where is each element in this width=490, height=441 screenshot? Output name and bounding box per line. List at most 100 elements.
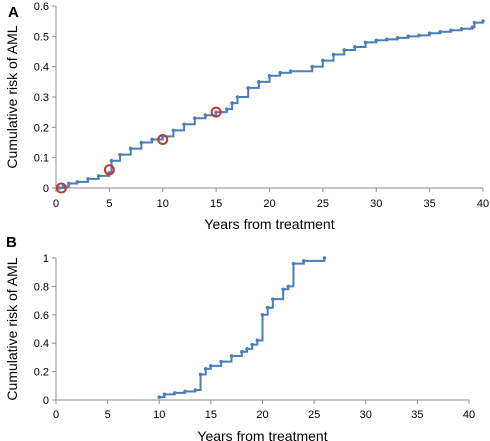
data-point — [255, 338, 260, 343]
data-point — [257, 80, 261, 84]
y-tick-label: 0.3 — [34, 92, 49, 104]
x-axis-title: Years from treatment — [204, 216, 334, 232]
data-point — [86, 177, 90, 181]
y-tick-label: 0.4 — [34, 62, 49, 74]
y-tick-label: 0.6 — [34, 310, 49, 322]
data-point — [209, 364, 213, 368]
y-tick-label: 0.8 — [34, 281, 49, 293]
x-tick-label: 30 — [370, 198, 382, 210]
data-point — [321, 58, 325, 63]
x-tick-label: 10 — [153, 409, 165, 421]
data-point — [322, 256, 327, 260]
data-point — [438, 29, 443, 34]
data-point — [245, 347, 249, 351]
data-point — [265, 305, 270, 310]
data-point — [250, 342, 254, 347]
x-tick-label: 40 — [463, 409, 475, 421]
data-point — [235, 95, 240, 99]
x-tick-label: 10 — [157, 198, 169, 210]
x-tick-label: 30 — [360, 409, 372, 421]
x-tick-label: 40 — [477, 198, 489, 210]
x-tick-label: 35 — [411, 409, 423, 421]
data-point — [472, 20, 477, 25]
data-point — [417, 33, 421, 38]
data-point — [150, 137, 154, 142]
data-point — [172, 391, 177, 395]
data-point — [193, 388, 198, 392]
data-point — [459, 26, 464, 31]
data-point — [289, 69, 293, 74]
data-point — [128, 146, 133, 151]
data-point — [281, 287, 285, 292]
highlight-marker — [210, 106, 222, 118]
data-point — [109, 158, 114, 163]
y-tick-label: 0.2 — [34, 367, 49, 379]
data-point — [182, 122, 186, 127]
data-point — [449, 28, 453, 33]
data-point — [260, 313, 265, 317]
x-tick-label: 35 — [424, 198, 436, 210]
y-tick-label: 0 — [43, 395, 49, 407]
data-point — [203, 366, 208, 371]
y-tick-label: 0.2 — [34, 122, 49, 134]
highlight-marker — [55, 182, 67, 194]
y-tick-label: 1 — [43, 253, 49, 265]
x-tick-label: 5 — [106, 198, 112, 210]
data-point — [481, 19, 485, 23]
data-point — [374, 38, 379, 43]
data-point — [406, 34, 411, 39]
data-point — [171, 128, 176, 133]
data-point — [310, 64, 315, 69]
data-point — [240, 349, 244, 354]
y-axis-title: Cumulative risk of AML — [4, 257, 20, 400]
data-point — [67, 181, 71, 186]
x-tick-label: 0 — [53, 198, 59, 210]
highlight-marker — [157, 133, 169, 145]
data-point — [302, 259, 306, 263]
data-point — [363, 40, 368, 45]
y-axis-title: Cumulative risk of AML — [4, 25, 20, 168]
data-point — [225, 107, 229, 111]
x-tick-label: 15 — [205, 409, 217, 421]
x-tick-label: 20 — [263, 198, 275, 210]
x-axis-title: Years from treatment — [197, 428, 327, 441]
data-point — [278, 70, 282, 75]
data-point — [230, 101, 234, 105]
data-point — [395, 36, 400, 40]
data-point — [75, 180, 80, 184]
data-point — [246, 86, 250, 90]
data-point — [229, 354, 234, 358]
series-step-line — [59, 21, 484, 189]
data-point — [139, 140, 144, 145]
y-tick-label: 0.4 — [34, 338, 49, 350]
y-tick-label: 0 — [43, 183, 49, 195]
data-point — [286, 284, 291, 289]
data-point — [385, 37, 389, 42]
x-tick-label: 25 — [308, 409, 320, 421]
y-tick-label: 0.1 — [34, 153, 49, 165]
highlight-marker — [103, 164, 115, 176]
x-tick-label: 20 — [256, 409, 268, 421]
x-tick-label: 0 — [53, 409, 59, 421]
data-point — [214, 110, 218, 114]
y-tick-label: 0.5 — [34, 31, 49, 43]
y-tick-label: 0.6 — [34, 1, 49, 13]
data-point — [342, 48, 347, 52]
x-tick-label: 15 — [210, 198, 222, 210]
data-point — [470, 25, 475, 30]
data-point — [162, 392, 167, 397]
data-point — [427, 31, 432, 36]
data-point — [267, 73, 272, 78]
data-point — [353, 45, 357, 49]
series-step-line — [159, 258, 326, 399]
data-point — [198, 372, 203, 377]
data-point — [219, 359, 223, 364]
data-point — [291, 261, 296, 266]
data-point — [331, 52, 336, 57]
panel-label: A — [8, 4, 19, 21]
data-point — [203, 113, 208, 117]
data-point — [118, 152, 122, 157]
data-point — [157, 395, 162, 399]
x-tick-label: 25 — [317, 198, 329, 210]
